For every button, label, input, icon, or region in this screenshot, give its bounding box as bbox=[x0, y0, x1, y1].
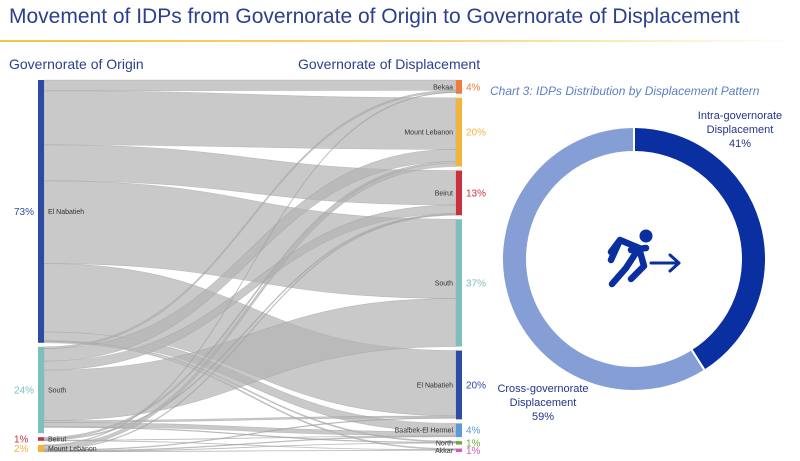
sankey-labels: El Nabatieh 73% South 24% Beirut 1% Mount Leba… bbox=[14, 82, 486, 456]
dest-label-bekaa: Bekaa bbox=[433, 84, 453, 91]
donut-slices bbox=[501, 125, 767, 392]
donut-label-cross: Cross-governorate bbox=[497, 383, 588, 395]
origin-label-mtleb: Mount Lebanon bbox=[48, 446, 97, 453]
origin-label-south: South bbox=[48, 388, 66, 395]
origin-label-nabatieh: El Nabatieh bbox=[48, 209, 84, 216]
dest-label-nabatieh: El Nabatieh bbox=[417, 382, 453, 389]
dest-node-nabatieh bbox=[456, 350, 462, 420]
origin-node-south bbox=[38, 346, 44, 434]
donut-chart-title: Chart 3: IDPs Distribution by Displaceme… bbox=[490, 84, 760, 98]
dest-node-bekaa bbox=[456, 80, 462, 94]
dest-node-south bbox=[456, 219, 462, 347]
origin-node-nabatieh bbox=[38, 80, 44, 343]
origin-label-beirut: Beirut bbox=[48, 437, 66, 444]
dest-node-north bbox=[456, 441, 462, 445]
dest-pct-bekaa: 4% bbox=[466, 82, 481, 93]
dest-label-beirut: Beirut bbox=[435, 190, 453, 197]
origin-node-mtleb bbox=[38, 444, 44, 452]
origin-node-beirut bbox=[38, 437, 44, 441]
dest-node-baalbek bbox=[456, 423, 462, 438]
dest-pct-nabatieh: 20% bbox=[466, 380, 486, 391]
dest-pct-akkar: 1% bbox=[466, 446, 481, 457]
donut-slice-intra bbox=[633, 125, 767, 372]
origin-column-header: Governorate of Origin bbox=[9, 56, 144, 72]
dest-pct-beirut: 13% bbox=[466, 188, 486, 199]
donut-label-intra: Intra-governorate bbox=[698, 110, 782, 122]
person-running-arrow-icon bbox=[607, 229, 681, 288]
donut-pct-cross: 59% bbox=[532, 411, 554, 423]
donut-slice-cross bbox=[501, 125, 707, 392]
dest-pct-baalbek: 4% bbox=[466, 426, 481, 437]
origin-pct-nabatieh: 73% bbox=[14, 207, 34, 218]
dest-label-south: South bbox=[435, 280, 453, 287]
origin-pct-beirut: 1% bbox=[14, 435, 29, 446]
donut-label-cross: Displacement bbox=[510, 397, 577, 409]
origin-pct-mtleb: 2% bbox=[14, 444, 29, 455]
sankey-nodes bbox=[38, 80, 462, 452]
dest-label-north: North bbox=[436, 440, 453, 447]
dest-label-baalbek: Baalbek-El Hermel bbox=[395, 428, 454, 435]
dest-pct-north: 1% bbox=[466, 438, 481, 449]
origin-pct-south: 24% bbox=[14, 386, 34, 397]
title-divider bbox=[0, 40, 800, 42]
sankey-flows bbox=[43, 79, 457, 453]
dest-node-beirut bbox=[456, 170, 462, 216]
page-title: Movement of IDPs from Governorate of Ori… bbox=[9, 5, 740, 28]
donut-label-intra: Displacement bbox=[707, 124, 774, 136]
donut-pct-intra: 41% bbox=[729, 138, 751, 150]
dest-node-akkar bbox=[456, 448, 462, 452]
dest-node-mtleb bbox=[456, 97, 462, 167]
dest-pct-mtleb: 20% bbox=[466, 128, 486, 139]
dest-label-akkar: Akkar bbox=[435, 448, 454, 455]
dest-pct-south: 37% bbox=[466, 278, 486, 289]
displacement-column-header: Governorate of Displacement bbox=[298, 56, 481, 72]
dest-label-mtleb: Mount Lebanon bbox=[404, 130, 453, 137]
donut-labels: Intra-governorate Displacement 41% Cross-go… bbox=[497, 110, 782, 423]
